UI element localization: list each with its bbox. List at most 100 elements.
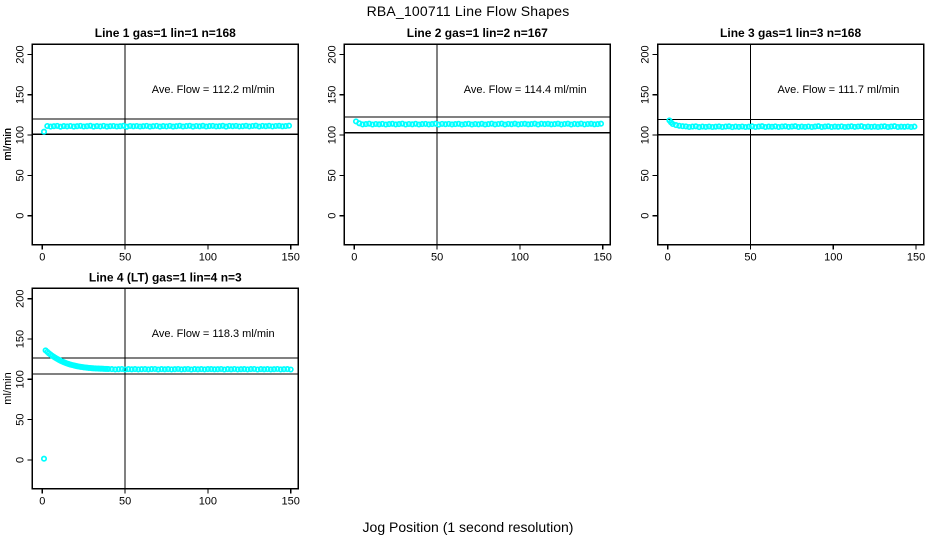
data-point xyxy=(412,120,419,127)
y-tick-label: 50 xyxy=(640,169,652,181)
data-point xyxy=(735,123,742,130)
data-point xyxy=(140,123,147,130)
data-point xyxy=(267,366,274,373)
x-tick-label: 0 xyxy=(665,252,671,264)
data-point xyxy=(871,123,878,130)
panel-line-3: Line 3 gas=1 lin=3 n=168 0 50 100 150 0 50 100 1… xyxy=(2,26,925,264)
data-point xyxy=(103,123,110,130)
data-point xyxy=(584,120,591,128)
plot-box xyxy=(343,43,612,246)
data-point xyxy=(223,123,230,130)
data-point xyxy=(155,366,162,373)
data-point xyxy=(234,366,241,373)
data-point xyxy=(554,120,562,127)
data-point xyxy=(221,366,228,373)
data-point xyxy=(422,120,429,127)
data-point xyxy=(175,365,182,373)
data-point xyxy=(191,366,198,373)
data-point xyxy=(901,123,908,130)
data-point xyxy=(696,124,703,131)
data-point xyxy=(498,120,505,127)
data-point xyxy=(399,120,406,127)
data-point xyxy=(594,121,601,128)
data-point xyxy=(284,366,291,373)
data-point xyxy=(759,123,766,130)
data-point xyxy=(264,366,271,373)
data-point xyxy=(97,123,104,130)
data-point xyxy=(228,366,235,373)
data-point xyxy=(247,366,254,373)
data-point xyxy=(475,121,482,128)
data-point xyxy=(148,366,155,373)
data-point xyxy=(848,123,855,130)
panel-line-4: Line 4 (LT) gas=1 lin=4 n=3 0 50 100 150 0 50 1… xyxy=(2,270,300,507)
data-point xyxy=(196,123,203,130)
ave-flow-annotation: Ave. Flow = 112.2 ml/min xyxy=(152,84,275,96)
data-point xyxy=(127,122,134,130)
data-point xyxy=(468,121,475,128)
data-point xyxy=(208,366,215,373)
data-point xyxy=(156,123,163,130)
data-point xyxy=(113,123,120,130)
data-point xyxy=(50,123,57,130)
data-point xyxy=(176,122,183,129)
x-tick-label: 100 xyxy=(199,496,217,508)
data-point xyxy=(452,121,459,128)
data-point xyxy=(153,122,160,129)
data-point xyxy=(216,123,223,130)
data-point xyxy=(198,366,205,373)
data-point xyxy=(818,123,825,131)
data-point xyxy=(782,123,789,130)
data-point xyxy=(165,366,172,373)
data-point xyxy=(251,365,258,373)
data-point xyxy=(372,120,379,128)
data-point xyxy=(163,123,170,130)
data-point xyxy=(386,121,393,128)
data-point xyxy=(429,121,436,128)
panel-line-1: Line 1 gas=1 lin=1 n=168 0 50 100 150 0 50 100 1… xyxy=(2,26,300,264)
data-point xyxy=(246,123,253,130)
data-point xyxy=(193,122,200,130)
data-point xyxy=(168,366,175,373)
data-point xyxy=(455,120,462,127)
x-axis-label: Jog Position (1 second resolution) xyxy=(362,519,574,535)
data-point xyxy=(194,366,201,373)
data-point xyxy=(888,123,895,130)
data-point xyxy=(171,366,178,373)
data-point xyxy=(123,123,130,130)
data-point xyxy=(70,123,77,130)
y-tick-label: 100 xyxy=(14,126,26,144)
x-tick-label: 150 xyxy=(281,252,299,264)
data-point xyxy=(699,123,706,130)
data-point xyxy=(435,121,442,128)
data-point xyxy=(788,123,795,130)
data-point xyxy=(382,121,389,128)
data-point xyxy=(448,121,456,128)
data-point xyxy=(237,366,245,373)
data-point xyxy=(219,122,226,129)
data-point xyxy=(60,123,67,130)
y-tick-label: 150 xyxy=(14,330,26,348)
data-point xyxy=(143,122,150,129)
data-point xyxy=(825,123,832,130)
data-point xyxy=(835,123,842,130)
data-point xyxy=(686,123,693,131)
data-point xyxy=(861,123,868,131)
y-tick-label: 0 xyxy=(14,213,26,219)
data-point xyxy=(551,121,558,128)
data-point xyxy=(128,366,135,373)
data-point xyxy=(706,123,713,130)
data-point xyxy=(203,123,210,130)
data-point xyxy=(815,123,822,130)
data-point xyxy=(828,123,835,131)
data-point xyxy=(181,366,188,373)
data-point xyxy=(141,366,149,373)
x-tick-label: 50 xyxy=(431,252,443,264)
data-point xyxy=(439,120,446,127)
data-point xyxy=(395,121,403,128)
y-tick-label: 200 xyxy=(640,45,652,63)
data-point xyxy=(855,123,862,130)
data-point xyxy=(597,120,605,127)
data-point xyxy=(768,123,776,130)
